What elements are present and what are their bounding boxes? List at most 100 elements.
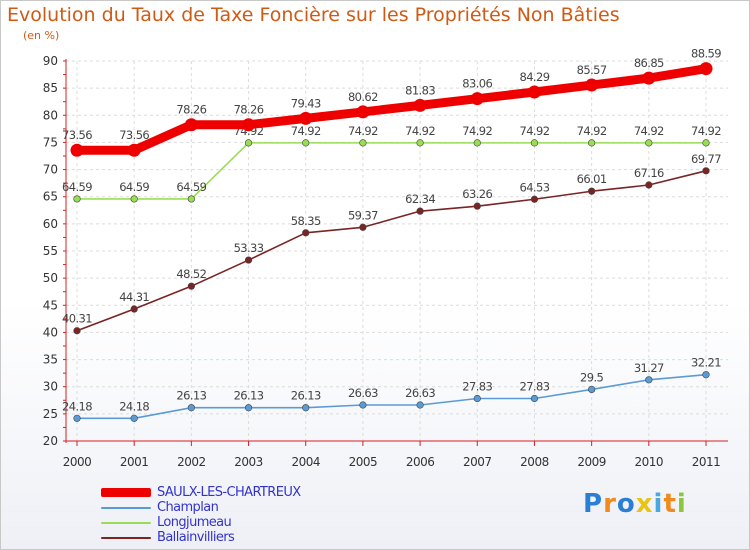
data-point	[244, 256, 253, 264]
data-point	[187, 404, 195, 412]
data-label: 74.92	[291, 124, 321, 138]
data-label: 83.06	[462, 77, 492, 91]
data-point	[473, 394, 481, 403]
data-label: 80.62	[348, 90, 378, 104]
data-label: 26.13	[291, 389, 321, 403]
data-point	[187, 195, 195, 203]
x-tick-label: 2004	[291, 455, 320, 469]
data-point	[470, 92, 484, 106]
data-point	[73, 414, 81, 422]
data-label: 73.56	[62, 128, 92, 142]
data-point	[70, 143, 84, 157]
legend-swatch	[101, 488, 151, 497]
logo-letter: P	[583, 489, 604, 519]
y-tick-label: 25	[43, 407, 58, 421]
x-tick-label: 2008	[520, 455, 549, 469]
logo-letter: i	[676, 489, 687, 519]
legend-label: SAULX-LES-CHARTREUX	[157, 485, 301, 500]
data-label: 53.33	[234, 241, 264, 255]
data-point	[702, 139, 710, 147]
x-tick-label: 2000	[63, 455, 92, 469]
data-label: 64.59	[176, 180, 206, 194]
data-label: 26.63	[348, 386, 378, 400]
data-label: 74.92	[691, 124, 721, 138]
data-point	[359, 401, 367, 409]
data-label: 73.56	[119, 128, 149, 142]
data-label: 79.43	[291, 96, 321, 110]
data-point	[527, 85, 541, 99]
data-point	[302, 404, 310, 412]
data-label: 26.13	[234, 389, 264, 403]
data-point	[473, 139, 481, 147]
data-label: 48.52	[176, 267, 206, 281]
data-point	[244, 404, 253, 412]
data-label: 29.5	[580, 370, 603, 384]
logo-letter: t	[663, 489, 677, 519]
data-point	[645, 376, 653, 384]
data-label: 32.21	[691, 356, 721, 370]
data-label: 26.13	[176, 389, 206, 403]
legend-item: Ballainvilliers	[101, 530, 301, 545]
data-point	[416, 139, 424, 147]
x-tick-label: 2010	[635, 455, 664, 469]
data-point	[413, 98, 427, 112]
y-tick-label: 30	[43, 380, 58, 394]
data-label: 78.26	[234, 103, 264, 117]
y-tick-label: 65	[43, 190, 58, 204]
data-label: 27.83	[462, 379, 492, 393]
data-point	[184, 118, 198, 132]
data-point	[130, 414, 138, 422]
data-point	[359, 139, 367, 147]
y-tick-label: 75	[43, 135, 58, 149]
data-label: 74.92	[405, 124, 435, 138]
data-label: 69.77	[691, 152, 721, 166]
logo-letter: r	[603, 489, 617, 519]
y-tick-label: 60	[43, 217, 58, 231]
legend-label: Ballainvilliers	[157, 530, 235, 545]
data-point	[530, 195, 539, 203]
data-point	[588, 187, 596, 195]
data-label: 31.27	[634, 361, 664, 375]
data-point	[416, 401, 424, 409]
data-label: 64.53	[519, 180, 549, 194]
series-ballainvilliers: 40.31 44.31 48.52 53.33 58.35 59.37 62.34 63.26…	[62, 152, 722, 335]
series-saulx-les-chartreux: 73.56 73.56 78.26 78.26 79.43 80.62 81.83 83.06…	[62, 47, 722, 157]
data-point	[645, 139, 653, 147]
data-label: 74.92	[577, 124, 607, 138]
data-point	[702, 371, 710, 379]
data-label: 40.31	[62, 312, 92, 326]
data-point	[242, 118, 256, 132]
x-tick-label: 2005	[349, 455, 378, 469]
x-tick-label: 2003	[234, 455, 263, 469]
data-label: 74.92	[348, 124, 378, 138]
legend-item: Champlan	[101, 500, 301, 515]
data-point	[302, 229, 310, 237]
data-label: 86.85	[634, 56, 664, 70]
data-point	[645, 181, 653, 189]
data-label: 63.26	[462, 187, 492, 201]
data-point	[585, 78, 599, 92]
data-label: 67.16	[634, 166, 664, 180]
data-label: 44.31	[119, 290, 149, 304]
data-label: 27.83	[519, 379, 549, 393]
y-tick-label: 45	[43, 298, 58, 312]
series-line	[76, 170, 707, 332]
y-tick-label: 20	[43, 434, 58, 448]
data-label: 78.26	[176, 103, 206, 117]
series-line	[76, 142, 707, 200]
x-tick-label: 2006	[406, 455, 435, 469]
data-point	[302, 139, 310, 147]
x-tick-label: 2001	[120, 455, 149, 469]
data-label: 62.34	[405, 192, 435, 206]
data-point	[73, 195, 81, 203]
x-tick-label: 2009	[577, 455, 606, 469]
legend-swatch	[101, 536, 151, 539]
data-point	[588, 385, 596, 394]
unit-label: (en %)	[23, 29, 60, 42]
data-label: 74.92	[634, 124, 664, 138]
y-tick-label: 85	[43, 81, 58, 95]
y-tick-label: 70	[43, 163, 58, 177]
data-label: 64.59	[119, 180, 149, 194]
series-longjumeau: 64.59 64.59 64.59 74.92 74.92 74.92 74.92 74.92…	[62, 124, 722, 203]
